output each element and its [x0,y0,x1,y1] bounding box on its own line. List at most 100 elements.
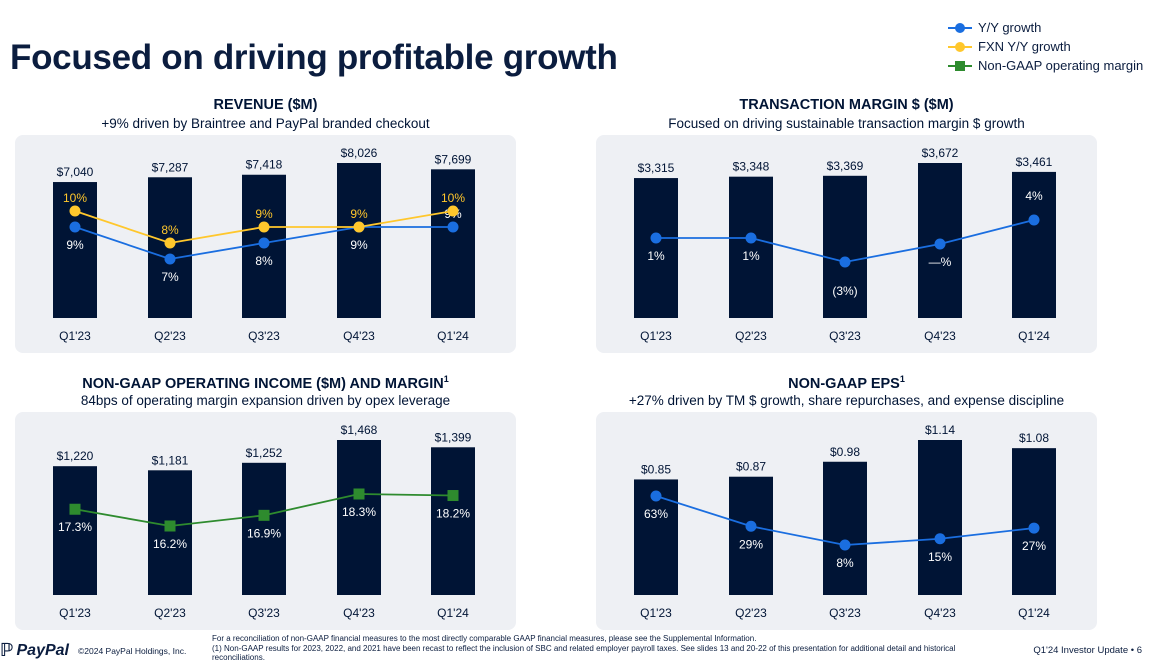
revenue-subtitle: +9% driven by Braintree and PayPal brand… [101,116,430,131]
series-marker [1028,522,1040,534]
brand-name: PayPal [16,641,69,659]
series-marker [650,232,662,244]
bar-value-label: $0.85 [641,462,671,476]
x-tick-label: Q1'24 [1018,329,1050,343]
series-data-label: 63% [644,507,668,521]
bar-value-label: $7,040 [57,165,94,179]
eps-subtitle: +27% driven by TM $ growth, share repurc… [628,393,1065,408]
series-marker [934,238,946,250]
x-tick-label: Q2'23 [154,329,186,343]
bar-value-label: $7,418 [246,158,283,172]
series-data-label: 16.9% [247,526,281,540]
series-marker [745,520,757,532]
footnote-1: (1) Non-GAAP results for 2023, 2022, and… [212,643,956,663]
legend-label: Non-GAAP operating margin [978,58,1144,73]
paypal-logo: ℙ PayPal [0,640,69,661]
series-marker [839,256,851,268]
x-tick-label: Q4'23 [343,329,375,343]
eps-footnote-ref: 1 [899,374,905,384]
series-data-label: 10% [63,191,87,205]
tm-subtitle: Focused on driving sustainable transacti… [668,116,1025,131]
bar-eps-4 [1012,448,1056,595]
bar-opinc-2 [242,462,286,595]
series-marker [745,232,757,244]
x-tick-label: Q3'23 [829,606,861,620]
footnotes: For a reconciliation of non-GAAP financi… [212,634,982,663]
series-marker [258,221,270,233]
x-tick-label: Q4'23 [924,329,956,343]
eps-panel: NON-GAAP EPS1 +27% driven by TM $ growth… [596,374,1097,630]
opinc-subtitle: 84bps of operating margin expansion driv… [80,393,451,408]
series-marker [447,490,459,502]
series-marker [258,509,270,521]
tm-chart-area: $3,315 Q1'23 $3,348 Q2'23 $3,369 Q3'23 $3,672 Q… [596,135,1097,353]
series-data-label: 7% [161,270,179,284]
bar-revenue-4 [431,169,475,318]
bar-revenue-0 [53,182,97,318]
x-tick-label: Q4'23 [343,606,375,620]
bar-opinc-0 [53,466,97,595]
x-tick-label: Q3'23 [829,329,861,343]
footnote-reconciliation: For a reconciliation of non-GAAP financi… [212,634,757,643]
x-tick-label: Q1'23 [640,606,672,620]
x-tick-label: Q1'23 [59,606,91,620]
legend-item-yoy: Y/Y growth [948,18,1143,37]
chart-legend: Y/Y growth FXN Y/Y growth Non-GAAP opera… [948,18,1143,75]
series-marker [650,490,662,502]
series-data-label: 4% [1025,189,1043,203]
series-data-label: 17.3% [58,520,92,534]
x-tick-label: Q1'24 [437,329,469,343]
series-data-label: 8% [255,254,273,268]
bar-value-label: $3,315 [638,161,675,175]
x-tick-label: Q4'23 [924,606,956,620]
series-data-label: (3%) [832,284,857,298]
series-marker [447,205,459,217]
bar-value-label: $3,348 [733,160,770,174]
x-tick-label: Q3'23 [248,606,280,620]
series-data-label: 8% [836,556,854,570]
eps-chart: $0.85 Q1'23 $0.87 Q2'23 $0.98 Q3'23 $1.14 Q4'23… [634,423,1056,620]
series-marker [258,237,270,249]
tm-panel: TRANSACTION MARGIN $ ($M) Focused on dri… [596,97,1097,353]
legend-marker-margin [948,60,972,71]
opinc-chart-area: $1,220 Q1'23 $1,181 Q2'23 $1,252 Q3'23 $1,468 Q… [15,412,516,630]
series-marker [69,221,81,233]
bar-eps-3 [918,440,962,595]
bar-value-label: $1,252 [246,446,283,460]
eps-title: NON-GAAP EPS1 [596,374,1097,392]
x-tick-label: Q3'23 [248,329,280,343]
series-data-label: 18.2% [436,507,470,521]
page-title: Focused on driving profitable growth [10,38,618,77]
eps-chart-area: $0.85 Q1'23 $0.87 Q2'23 $0.98 Q3'23 $1.14 Q4'23… [596,412,1097,630]
bar-value-label: $1,181 [152,453,189,467]
bar-value-label: $1,399 [435,430,472,444]
series-data-label: 9% [255,207,273,221]
bar-value-label: $0.87 [736,460,766,474]
x-tick-label: Q1'24 [1018,606,1050,620]
legend-label: Y/Y growth [978,20,1042,35]
bar-value-label: $1.14 [925,423,955,437]
bar-value-label: $7,287 [152,160,189,174]
x-tick-label: Q2'23 [154,606,186,620]
series-marker [353,488,365,500]
series-marker [447,221,459,233]
series-marker [164,253,176,265]
series-marker [839,539,851,551]
series-marker [69,205,81,217]
series-data-label: 18.3% [342,505,376,519]
opinc-chart: $1,220 Q1'23 $1,181 Q2'23 $1,252 Q3'23 $1,468 Q… [53,423,475,620]
bar-tm-2 [823,175,867,318]
bar-value-label: $8,026 [341,146,378,160]
series-data-label: —% [929,255,952,269]
bar-value-label: $1.08 [1019,431,1049,445]
x-tick-label: Q1'24 [437,606,469,620]
revenue-panel: REVENUE ($M) +9% driven by Braintree and… [15,97,516,353]
legend-label: FXN Y/Y growth [978,39,1071,54]
bar-tm-1 [729,176,773,318]
series-marker [1028,214,1040,226]
bar-eps-2 [823,461,867,595]
bar-opinc-3 [337,440,381,595]
series-data-label: 1% [647,249,665,263]
bar-value-label: $1,468 [341,423,378,437]
bar-value-label: $7,699 [435,152,472,166]
